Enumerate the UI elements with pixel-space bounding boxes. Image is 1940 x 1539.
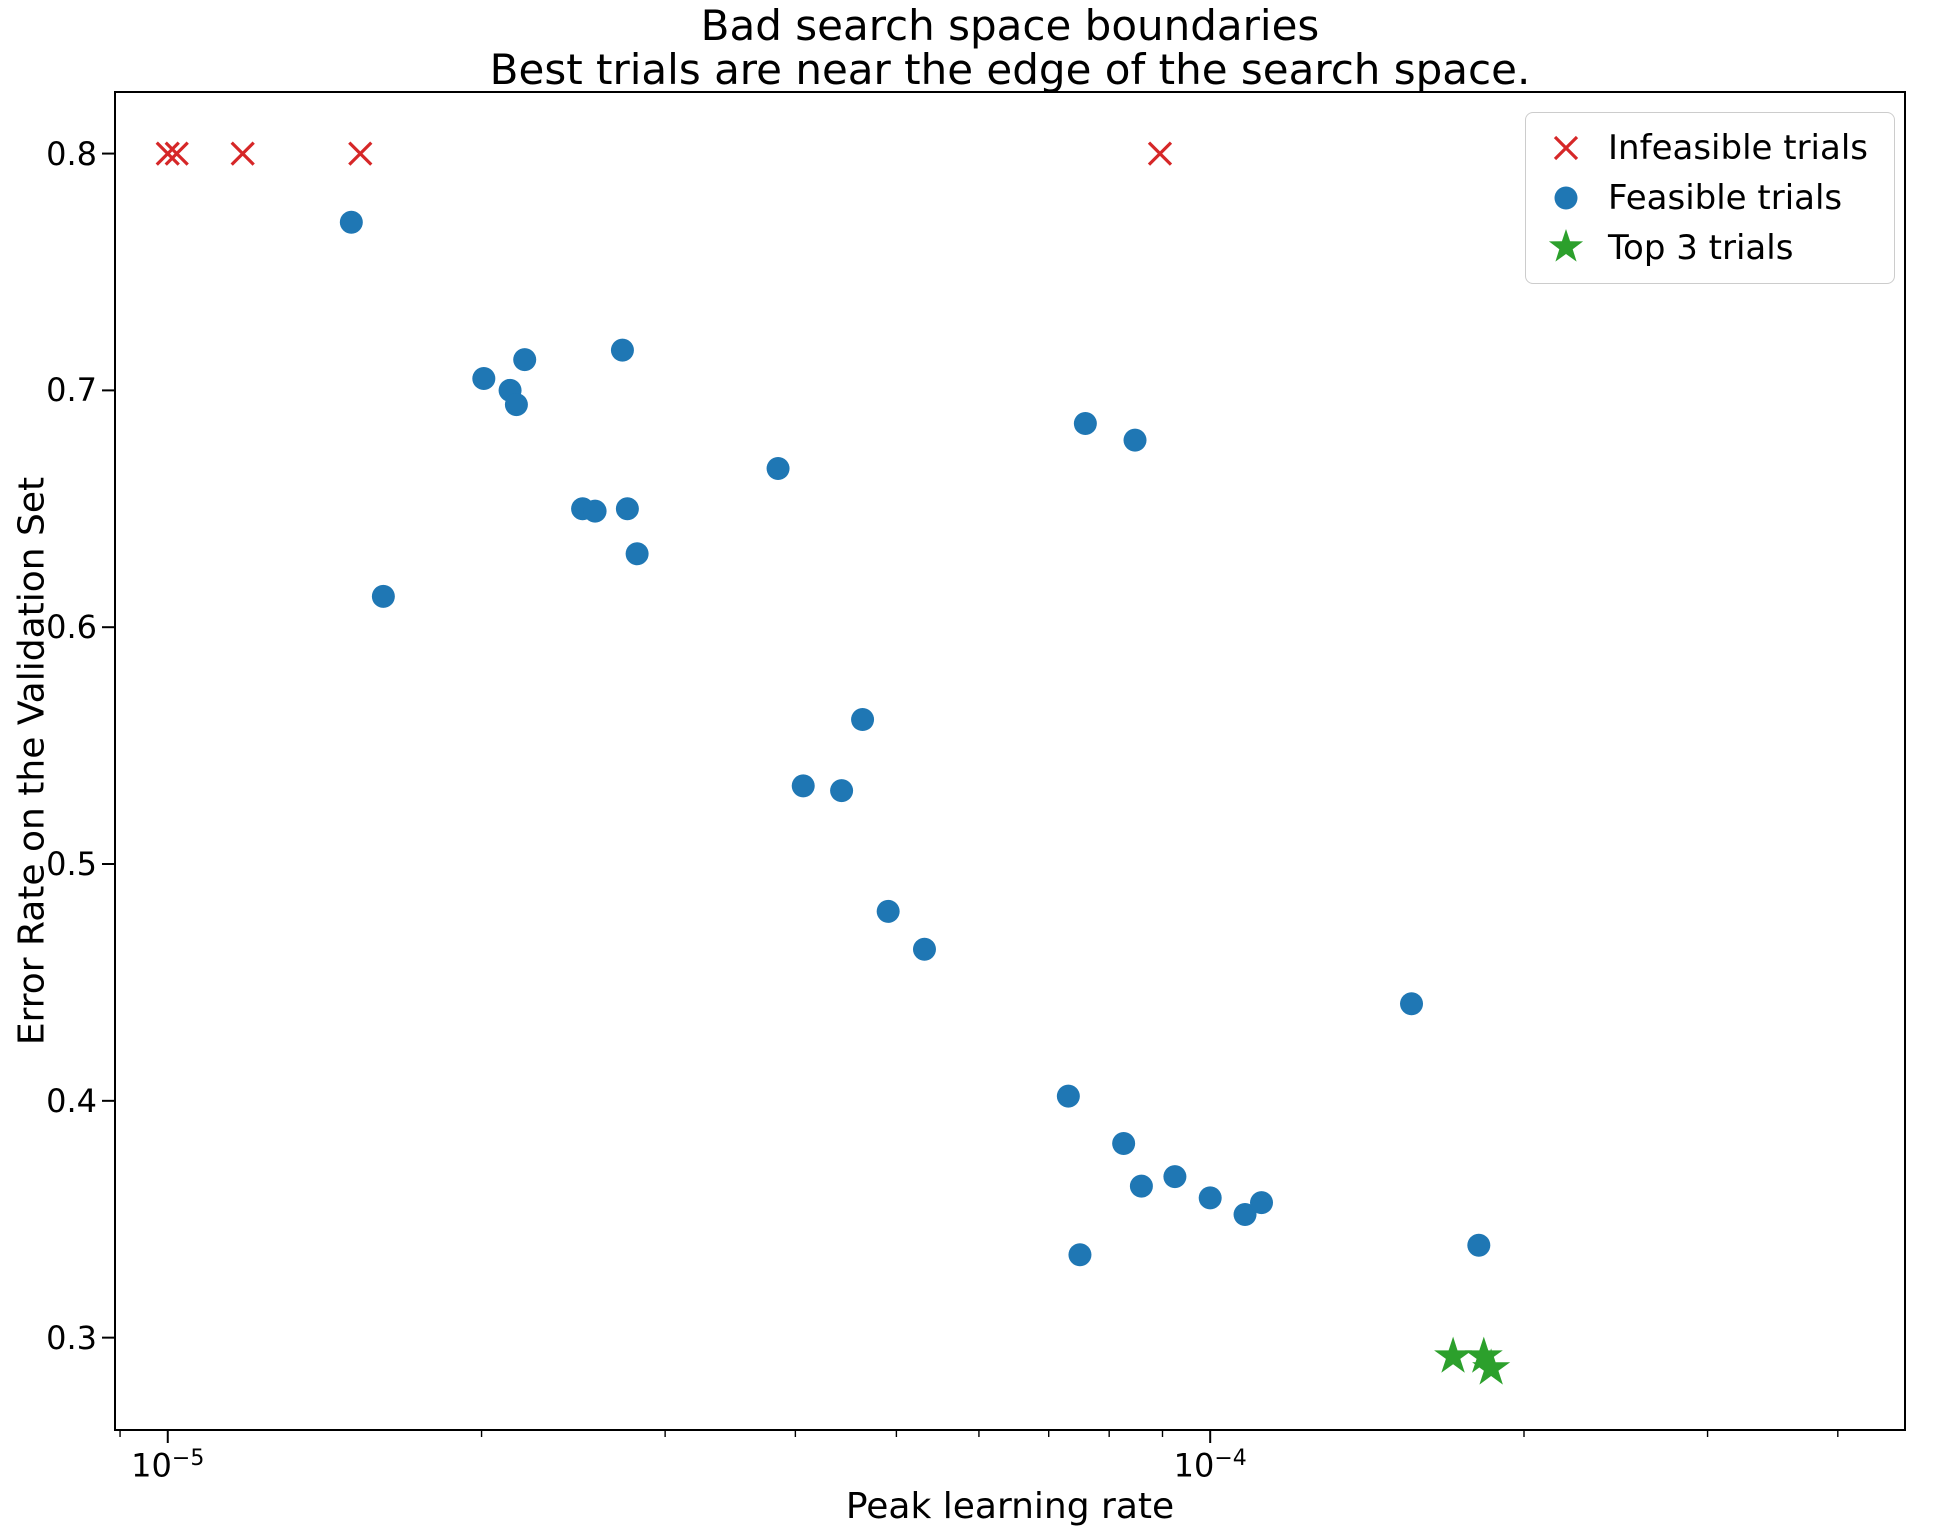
feasible-trial-marker [1233, 1202, 1257, 1226]
feasible-trial-marker [339, 210, 363, 234]
x-tick-label: 10−5 [131, 1446, 205, 1485]
feasible-trial-marker [610, 338, 634, 362]
feasible-trial-marker [625, 542, 649, 566]
feasible-trial-marker [1467, 1233, 1491, 1257]
star-marker-icon [1548, 229, 1584, 262]
feasible-trial-marker [1400, 992, 1424, 1016]
feasible-trial-marker [1056, 1084, 1080, 1108]
plot-frame [114, 91, 1906, 1431]
feasible-trial-marker [1129, 1174, 1153, 1198]
top-trial-marker [1434, 1336, 1473, 1373]
top-trial-marker [1472, 1348, 1511, 1385]
infeasible-trial-marker [164, 141, 189, 166]
y-tick-label: 0.4 [46, 1081, 97, 1120]
feasible-trial-marker [876, 899, 900, 923]
feasible-trial-marker [1250, 1191, 1274, 1215]
y-tick-label: 0.5 [46, 845, 97, 883]
feasible-trial-marker [851, 708, 875, 732]
feasible-trial-marker [513, 348, 537, 372]
feasible-trial-marker [912, 937, 936, 961]
top-trial-marker [1464, 1336, 1503, 1373]
feasible-trial-marker [504, 393, 528, 417]
legend-item-feasible: Feasible trials [1540, 173, 1868, 223]
y-tick-label: 0.7 [46, 371, 97, 410]
feasible-trial-marker [472, 367, 496, 391]
circle-marker-icon [1554, 186, 1578, 210]
legend-item-top3: Top 3 trials [1540, 223, 1868, 273]
legend-item-infeasible: Infeasible trials [1540, 123, 1868, 173]
x-marker-icon [1553, 135, 1579, 161]
y-axis-label: Error Rate on the Validation Set [11, 476, 53, 1046]
x-tick-label: 10−4 [1173, 1446, 1247, 1485]
legend-label-feasible: Feasible trials [1608, 178, 1843, 218]
feasible-trial-marker [766, 457, 790, 481]
feasible-trial-marker [830, 779, 854, 803]
chart-title: Bad search space boundaries Best trials … [115, 4, 1905, 92]
feasible-trial-marker [615, 497, 639, 521]
y-tick-label: 0.3 [46, 1318, 97, 1357]
y-tick-label: 0.8 [46, 134, 97, 173]
chart-title-line2: Best trials are near the edge of the sea… [489, 45, 1531, 94]
legend: Infeasible trials Feasible trials Top 3 … [1525, 112, 1895, 284]
legend-label-top3: Top 3 trials [1608, 228, 1794, 268]
feasible-trial-marker [371, 584, 395, 608]
feasible-trial-marker [1163, 1165, 1187, 1189]
infeasible-trial-marker [348, 141, 373, 166]
x-axis-label: Peak learning rate [845, 1486, 1175, 1527]
legend-label-infeasible: Infeasible trials [1608, 128, 1868, 168]
infeasible-trial-marker [1147, 141, 1173, 166]
x-marker-glyph [1553, 135, 1579, 161]
infeasible-trial-marker [155, 141, 180, 166]
y-tick-label: 0.6 [46, 608, 97, 647]
feasible-trial-marker [1073, 412, 1097, 436]
feasible-trial-marker [791, 774, 815, 798]
feasible-trial-marker [583, 499, 607, 523]
feasible-trial-marker [1068, 1243, 1092, 1267]
infeasible-trial-marker [230, 141, 255, 166]
circle-marker-glyph [1554, 186, 1578, 210]
star-marker-glyph [1548, 229, 1584, 262]
chart-title-line1: Bad search space boundaries [700, 1, 1320, 50]
feasible-trial-marker [1123, 428, 1147, 452]
feasible-trial-marker [1198, 1186, 1222, 1210]
feasible-trial-marker [1112, 1131, 1136, 1155]
